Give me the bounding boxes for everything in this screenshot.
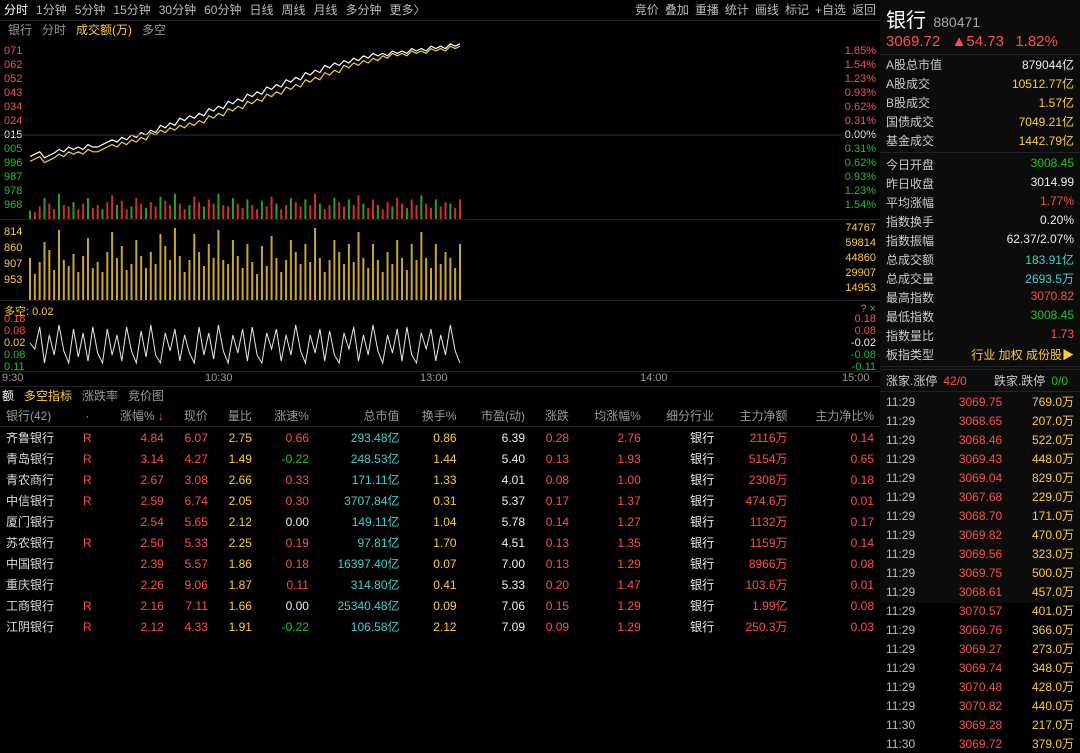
- index-name: 银行: [886, 10, 926, 32]
- chart-sub-tabs: 银行分时成交额(万) 多空: [0, 21, 880, 39]
- stat-row: 总成交额183.91亿: [880, 250, 1080, 269]
- timeframe-tab[interactable]: 多分钟: [346, 0, 382, 20]
- stat-row: 基金成交1442.79亿: [880, 131, 1080, 150]
- market-totals: A股总市值879044亿 A股成交10512.77亿 B股成交1.57亿国债成交…: [880, 55, 1080, 153]
- change: ▲54.73: [952, 33, 1004, 50]
- chart-subtab[interactable]: 多空: [142, 23, 166, 37]
- toolbar-action[interactable]: 竞价: [635, 3, 659, 17]
- stat-row: B股成交1.57亿: [880, 93, 1080, 112]
- toolbar-action[interactable]: 返回: [852, 3, 876, 17]
- change-pct: 1.82%: [1015, 33, 1058, 50]
- stat-row: 最低指数3008.45: [880, 307, 1080, 326]
- bottom-tab[interactable]: 竞价图: [128, 389, 164, 403]
- table-row[interactable]: 青农商行R2.673.082.660.33171.11亿1.334.010.08…: [0, 469, 880, 490]
- stat-row: 最高指数3070.82: [880, 288, 1080, 307]
- tick-row: 11:293068.46522.0万: [880, 430, 1080, 449]
- timeframe-tab[interactable]: 60分钟: [204, 0, 241, 20]
- table-row[interactable]: 苏农银行R2.505.332.250.1997.81亿1.704.510.131…: [0, 532, 880, 553]
- table-row[interactable]: 厦门银行2.545.652.120.00149.11亿1.045.780.141…: [0, 511, 880, 532]
- stat-row: A股总市值879044亿: [880, 55, 1080, 74]
- stat-row: 昨日收盘3014.99: [880, 174, 1080, 193]
- tick-row: 11:293070.48428.0万: [880, 677, 1080, 696]
- chart-subtab[interactable]: 银行: [8, 23, 32, 37]
- tick-row: 11:303069.28217.0万: [880, 715, 1080, 734]
- tick-row: 11:293069.74348.0万: [880, 658, 1080, 677]
- timeframe-tab[interactable]: 更多〉: [390, 0, 426, 20]
- toolbar-action[interactable]: 叠加: [665, 3, 689, 17]
- up-limit-value: 42/0: [943, 374, 966, 388]
- table-row[interactable]: 中国银行2.395.571.860.1816397.40亿0.077.000.1…: [0, 553, 880, 574]
- down-limit-label: 跌家.跌停: [994, 372, 1045, 389]
- toolbar-action[interactable]: 统计: [725, 3, 749, 17]
- volume-chart[interactable]: 8148609079537476759814448602990714953: [0, 220, 880, 301]
- stat-row: 国债成交7049.21亿: [880, 112, 1080, 131]
- tick-row: 11:293069.75500.0万: [880, 563, 1080, 582]
- tick-row: 11:293069.04829.0万: [880, 468, 1080, 487]
- timeframe-tab[interactable]: 月线: [314, 0, 338, 20]
- tick-row: 11:293069.76366.0万: [880, 620, 1080, 639]
- stat-row: 指数换手0.20%: [880, 212, 1080, 231]
- price-chart[interactable]: 0710620520430340240150059969879789681.85…: [0, 39, 880, 220]
- toolbar-action[interactable]: 重播: [695, 3, 719, 17]
- tick-row: 11:303069.72379.0万: [880, 734, 1080, 753]
- bottom-tab[interactable]: 涨跌率: [82, 389, 118, 403]
- timeframe-tab[interactable]: 周线: [281, 0, 305, 20]
- toolbar-action[interactable]: 标记: [785, 3, 809, 17]
- tick-row: 11:293068.61457.0万: [880, 582, 1080, 601]
- timeframe-tab[interactable]: 日线: [249, 0, 273, 20]
- toolbar-action[interactable]: +自选: [815, 3, 846, 17]
- time-axis: 9:3010:3013:0014:0015:00: [0, 372, 880, 387]
- stat-row: 板指类型行业 加权 成份股▶: [880, 345, 1080, 364]
- index-quote: 3069.72 ▲54.73 1.82%: [880, 33, 1080, 55]
- stat-row: 指数振幅62.37/2.07%: [880, 231, 1080, 250]
- tick-row: 11:293069.75769.0万: [880, 392, 1080, 411]
- index-stats: 今日开盘3008.45昨日收盘3014.99平均涨幅1.77%指数换手0.20%…: [880, 155, 1080, 367]
- timeframe-tab[interactable]: 1分钟: [36, 0, 67, 20]
- tick-row: 11:293069.43448.0万: [880, 449, 1080, 468]
- table-row[interactable]: 中信银行R2.596.742.050.303707.84亿0.315.370.1…: [0, 490, 880, 511]
- table-row[interactable]: 工商银行R2.167.111.660.0025340.48亿0.097.060.…: [0, 595, 880, 616]
- indicator-chart[interactable]: 多空: 0.02? ×0.180.080.020.080.110.180.08-…: [0, 301, 880, 372]
- timeframe-tab[interactable]: 5分钟: [75, 0, 106, 20]
- timeframe-tab[interactable]: 分时: [4, 0, 28, 20]
- tick-row: 11:293069.82470.0万: [880, 525, 1080, 544]
- chart-subtab[interactable]: 成交额(万): [76, 23, 132, 37]
- tick-row: 11:293068.70171.0万: [880, 506, 1080, 525]
- tick-row: 11:293069.27273.0万: [880, 639, 1080, 658]
- toolbar-action[interactable]: 画线: [755, 3, 779, 17]
- stat-row: A股成交10512.77亿: [880, 74, 1080, 93]
- tick-row: 11:293069.56323.0万: [880, 544, 1080, 563]
- stat-row: 今日开盘3008.45: [880, 155, 1080, 174]
- tick-row: 11:293068.65207.0万: [880, 411, 1080, 430]
- bottom-tab[interactable]: 额: [2, 389, 14, 403]
- table-row[interactable]: 青岛银行R3.144.271.49-0.22248.53亿1.445.400.1…: [0, 448, 880, 469]
- index-code: 880471: [933, 14, 980, 30]
- stat-row: 总成交量2693.5万: [880, 269, 1080, 288]
- table-row[interactable]: 重庆银行2.269.061.870.11314.80亿0.415.330.201…: [0, 574, 880, 595]
- up-limit-label: 涨家.涨停: [886, 372, 937, 389]
- stat-row: 平均涨幅1.77%: [880, 193, 1080, 212]
- tick-row: 11:293070.82440.0万: [880, 696, 1080, 715]
- timeframe-tab[interactable]: 15分钟: [113, 0, 150, 20]
- last-price: 3069.72: [886, 33, 940, 50]
- down-limit-value: 0/0: [1051, 374, 1068, 388]
- stat-row: 指数量比1.73: [880, 326, 1080, 345]
- timeframe-tabs: 分时 1分钟 5分钟 15分钟 30分钟 60分钟日线周线月线多分钟更多〉 竞价叠加重播统计…: [0, 0, 880, 21]
- table-row[interactable]: 齐鲁银行R4.846.072.750.66293.48亿0.866.390.28…: [0, 427, 880, 449]
- index-title: 银行 880471: [880, 0, 1080, 33]
- bottom-tab[interactable]: 多空指标: [24, 389, 72, 403]
- bottom-tabs: 额多空指标涨跌率竞价图: [0, 387, 880, 405]
- side-panel: 银行 880471 3069.72 ▲54.73 1.82% A股总市值8790…: [880, 0, 1080, 603]
- chart-subtab[interactable]: 分时: [42, 23, 66, 37]
- tick-row: 11:293067.68229.0万: [880, 487, 1080, 506]
- table-row[interactable]: 江阴银行R2.124.331.91-0.22106.58亿2.127.090.0…: [0, 616, 880, 637]
- tick-list: 11:293069.75769.0万11:293068.65207.0万11:2…: [880, 392, 1080, 753]
- tick-row: 11:293070.57401.0万: [880, 601, 1080, 620]
- timeframe-tab[interactable]: 30分钟: [159, 0, 196, 20]
- limit-row: 涨家.涨停 42/0 跌家.跌停 0/0: [880, 369, 1080, 392]
- stock-table[interactable]: 银行(42)·涨幅%现价量比涨速%总市值换手%市盈(动)涨跌均涨幅%细分行业主力…: [0, 405, 880, 637]
